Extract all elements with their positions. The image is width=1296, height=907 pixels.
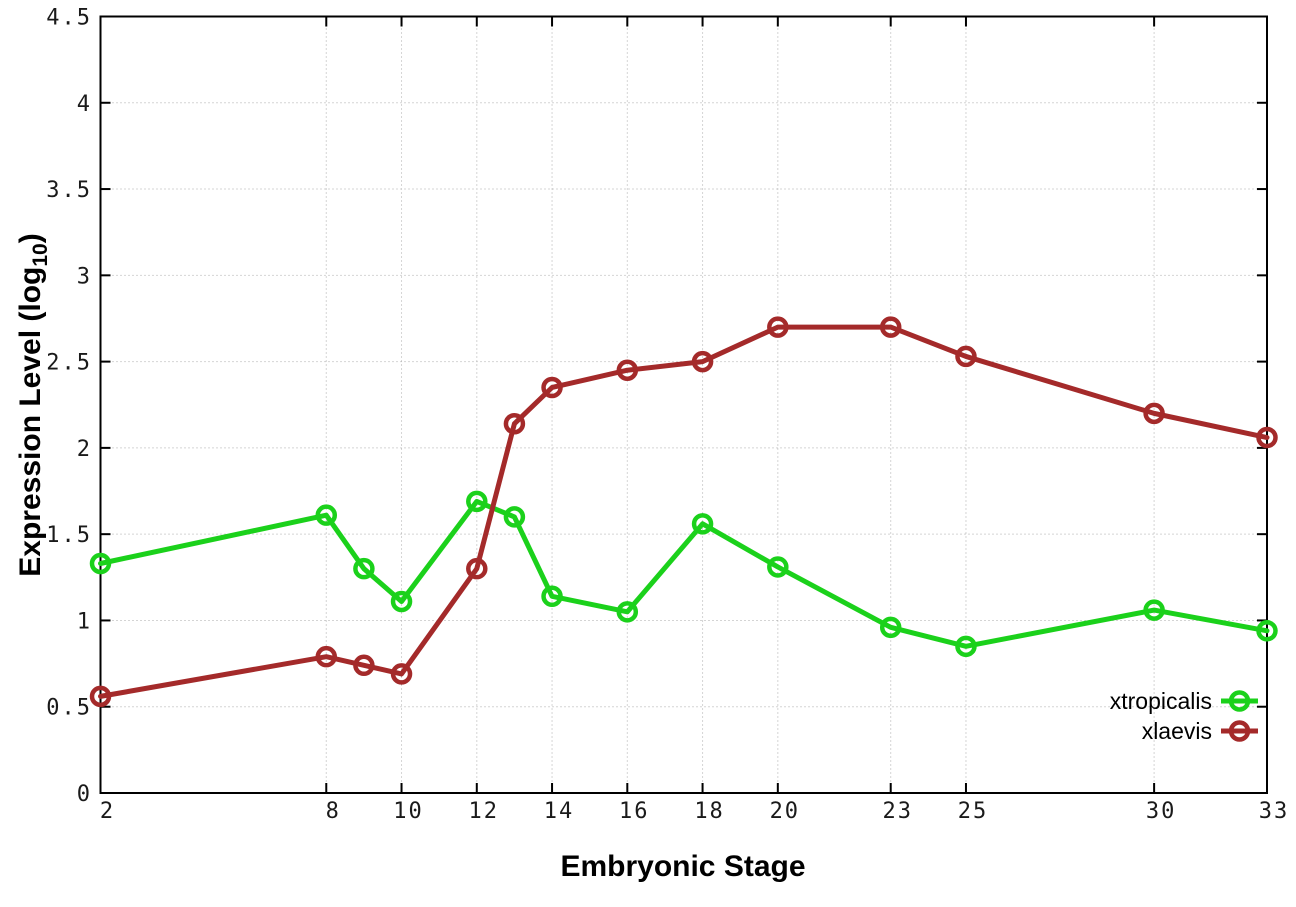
data-point-xtropicalis xyxy=(353,557,375,580)
x-axis-title: Embryonic Stage xyxy=(560,850,805,883)
y-tick-label: 0 xyxy=(77,782,92,807)
data-point-xtropicalis xyxy=(1256,620,1278,642)
data-point-xtropicalis xyxy=(390,590,413,613)
data-point-xtropicalis xyxy=(691,513,714,535)
data-point-xtropicalis xyxy=(879,616,902,639)
data-point-xtropicalis xyxy=(466,490,488,513)
legend-label-xtropicalis: xtropicalis xyxy=(1110,688,1212,714)
data-point-xlaevis xyxy=(879,316,902,338)
data-point-xlaevis xyxy=(466,557,488,580)
data-point-xlaevis xyxy=(1256,426,1278,449)
series-line-xlaevis xyxy=(98,324,1270,699)
data-point-xlaevis xyxy=(503,412,526,435)
y-tick-label: 2 xyxy=(77,437,92,462)
data-point-xlaevis xyxy=(89,685,112,708)
x-tick-label: 20 xyxy=(770,799,801,824)
y-tick-label: 1 xyxy=(77,609,92,634)
data-point-xlaevis xyxy=(1143,402,1165,425)
legend-label-xlaevis: xlaevis xyxy=(1142,718,1212,744)
tick-label-layer: 2 8 10 12 14 16 18 20 23 25 30 33 0 0.5 1 1.5 2 2.5 3 3.5 4 4… xyxy=(46,6,1290,825)
x-tick-label: 25 xyxy=(958,799,989,824)
y-axis-title-subscript: 10 xyxy=(29,243,52,266)
series-line-xtropicalis xyxy=(98,498,1270,649)
y-tick-label: 2.5 xyxy=(46,351,92,376)
y-tick-label: 3 xyxy=(77,264,92,289)
data-point-xlaevis xyxy=(691,350,714,373)
tick-layer xyxy=(99,15,1268,794)
y-axis-title-main: Expression Level (log xyxy=(14,267,47,577)
x-tick-label: 33 xyxy=(1259,799,1290,824)
data-point-xtropicalis xyxy=(767,556,789,578)
data-point-xlaevis xyxy=(390,663,413,685)
x-tick-label: 14 xyxy=(544,799,575,824)
data-point-xlaevis xyxy=(955,345,977,368)
data-point-xlaevis xyxy=(767,316,789,338)
x-tick-label: 23 xyxy=(882,799,913,824)
grid-layer xyxy=(100,16,1267,793)
y-tick-label: 0.5 xyxy=(46,696,92,721)
x-tick-label: 18 xyxy=(694,799,725,824)
data-point-xlaevis xyxy=(616,359,639,381)
y-tick-label: 1.5 xyxy=(46,523,92,548)
data-point-xlaevis xyxy=(541,376,563,399)
data-point-xtropicalis xyxy=(541,585,563,608)
y-tick-label: 4 xyxy=(77,92,92,117)
data-point-xtropicalis xyxy=(1143,599,1165,621)
data-point-xlaevis xyxy=(315,645,338,668)
data-point-xtropicalis xyxy=(503,506,526,528)
y-axis-title: Expression Level (log10) xyxy=(14,233,52,576)
y-axis-title-close-paren: ) xyxy=(14,233,47,243)
series-layer xyxy=(89,316,1278,708)
x-tick-label: 30 xyxy=(1146,799,1177,824)
x-tick-label: 2 xyxy=(100,799,115,824)
data-point-xlaevis xyxy=(353,654,375,677)
x-tick-label: 10 xyxy=(393,799,424,824)
plot-border xyxy=(99,15,1268,794)
x-tick-label: 16 xyxy=(619,799,650,824)
x-tick-label: 8 xyxy=(326,799,341,824)
data-point-xtropicalis xyxy=(955,635,977,658)
legend-sample-marker-xtropicalis xyxy=(1228,690,1251,712)
y-tick-label: 4.5 xyxy=(46,6,92,31)
data-point-xtropicalis xyxy=(616,601,639,623)
legend-sample-layer xyxy=(1221,690,1258,742)
data-point-xtropicalis xyxy=(315,504,338,526)
data-point-xtropicalis xyxy=(89,552,112,575)
legend-sample-marker-xlaevis xyxy=(1228,720,1251,742)
x-tick-label: 12 xyxy=(469,799,500,824)
y-tick-label: 3.5 xyxy=(46,178,92,203)
